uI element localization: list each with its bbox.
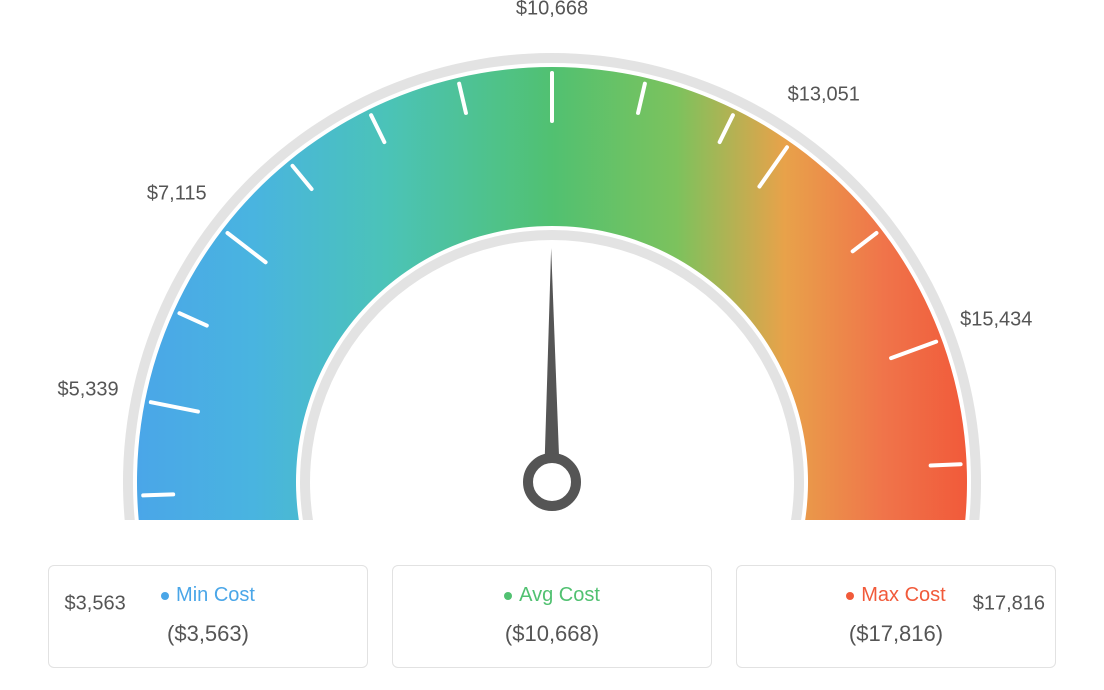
gauge-tick-label: $13,051 xyxy=(788,83,860,106)
avg-cost-label: Avg Cost xyxy=(519,584,600,606)
avg-cost-value: ($10,668) xyxy=(405,621,699,647)
min-cost-label: Min Cost xyxy=(176,584,255,606)
max-cost-value: ($17,816) xyxy=(749,621,1043,647)
avg-cost-card: Avg Cost ($10,668) xyxy=(392,565,712,668)
max-cost-title: Max Cost xyxy=(749,584,1043,607)
summary-cards: Min Cost ($3,563) Avg Cost ($10,668) Max… xyxy=(0,565,1104,668)
avg-cost-dot xyxy=(504,592,512,600)
gauge-svg xyxy=(0,0,1104,520)
gauge-tick-label: $15,434 xyxy=(960,308,1032,331)
gauge-chart: $3,563$5,339$7,115$10,668$13,051$15,434$… xyxy=(0,0,1104,520)
gauge-tick-label: $10,668 xyxy=(516,0,588,21)
max-cost-card: Max Cost ($17,816) xyxy=(736,565,1056,668)
gauge-tick-label: $7,115 xyxy=(147,183,207,206)
min-cost-title: Min Cost xyxy=(61,584,355,607)
min-cost-card: Min Cost ($3,563) xyxy=(48,565,368,668)
max-cost-dot xyxy=(846,592,854,600)
chart-container: $3,563$5,339$7,115$10,668$13,051$15,434$… xyxy=(0,0,1104,690)
avg-cost-title: Avg Cost xyxy=(405,584,699,607)
max-cost-label: Max Cost xyxy=(861,584,945,606)
min-cost-value: ($3,563) xyxy=(61,621,355,647)
gauge-tick-label: $5,339 xyxy=(57,378,118,401)
min-cost-dot xyxy=(161,592,169,600)
